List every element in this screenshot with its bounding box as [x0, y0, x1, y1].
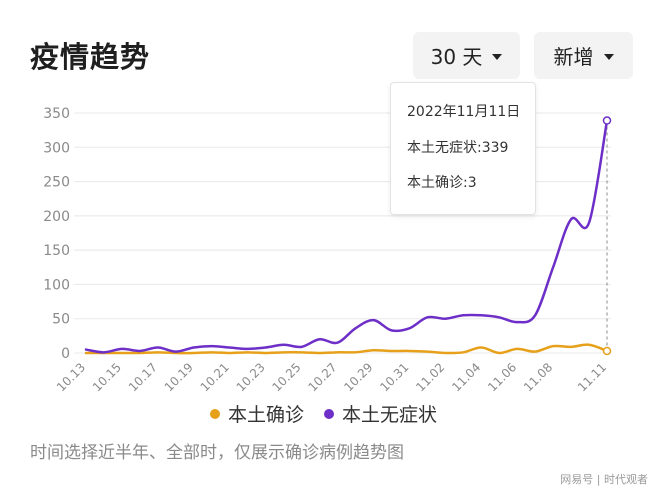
x-tick-label: 10.21 — [198, 360, 232, 394]
metric-dropdown-label: 新增 — [553, 45, 594, 69]
caret-down-icon — [603, 53, 614, 60]
x-tick-label: 11.04 — [449, 360, 483, 394]
y-tick-label: 350 — [43, 106, 70, 122]
tooltip-confirmed: 本土确诊:3 — [407, 175, 477, 191]
series-line-asymptomatic — [84, 119, 609, 354]
metric-dropdown[interactable]: 新增 — [534, 32, 633, 79]
legend-label-confirmed: 本土确诊 — [228, 404, 305, 426]
y-tick-label: 100 — [43, 277, 70, 293]
y-tick-label: 50 — [52, 312, 70, 328]
chart-tooltip: 2022年11月11日 本土无症状:339 本土确诊:3 — [390, 82, 536, 215]
x-tick-label: 10.13 — [54, 360, 88, 394]
chart-legend: 本土确诊 本土无症状 — [210, 400, 437, 427]
tooltip-date: 2022年11月11日 — [407, 104, 521, 120]
tooltip-asymptomatic: 本土无症状:339 — [407, 140, 509, 156]
x-tick-label: 11.08 — [521, 360, 555, 394]
legend-item-asymptomatic[interactable]: 本土无症状 — [324, 400, 437, 427]
highlight-point-confirmed — [602, 346, 612, 356]
x-tick-label: 11.06 — [485, 360, 519, 394]
series-line-confirmed — [84, 343, 609, 355]
range-dropdown[interactable]: 30 天 — [413, 32, 520, 79]
x-tick-label: 10.29 — [341, 360, 375, 394]
y-tick-label: 150 — [43, 243, 70, 259]
x-tick-label: 10.31 — [377, 360, 411, 394]
caret-down-icon — [492, 53, 503, 60]
x-tick-label: 10.27 — [305, 360, 339, 394]
legend-label-asymptomatic: 本土无症状 — [342, 404, 438, 426]
y-tick-label: 0 — [61, 346, 70, 362]
x-tick-label: 10.25 — [270, 360, 304, 394]
x-tick-label: 11.02 — [413, 360, 447, 394]
x-tick-label: 10.23 — [234, 360, 268, 394]
page-title: 疫情趋势 — [30, 40, 151, 74]
x-tick-label: 11.11 — [575, 360, 609, 394]
highlight-point-asymptomatic — [602, 116, 612, 125]
watermark: 网易号 | 时代观者 — [560, 473, 648, 486]
chart-caption: 时间选择近半年、全部时，仅展示确诊病例趋势图 — [30, 443, 404, 463]
y-tick-label: 300 — [43, 140, 70, 156]
range-dropdown-label: 30 天 — [430, 45, 483, 69]
y-tick-label: 250 — [43, 175, 70, 191]
legend-dot-icon — [324, 408, 335, 419]
x-tick-label: 10.17 — [126, 360, 160, 394]
y-tick-label: 200 — [43, 209, 70, 225]
legend-dot-icon — [210, 408, 220, 419]
x-tick-label: 10.19 — [162, 360, 196, 394]
legend-item-confirmed[interactable]: 本土确诊 — [210, 400, 304, 427]
x-tick-label: 10.15 — [90, 360, 124, 394]
